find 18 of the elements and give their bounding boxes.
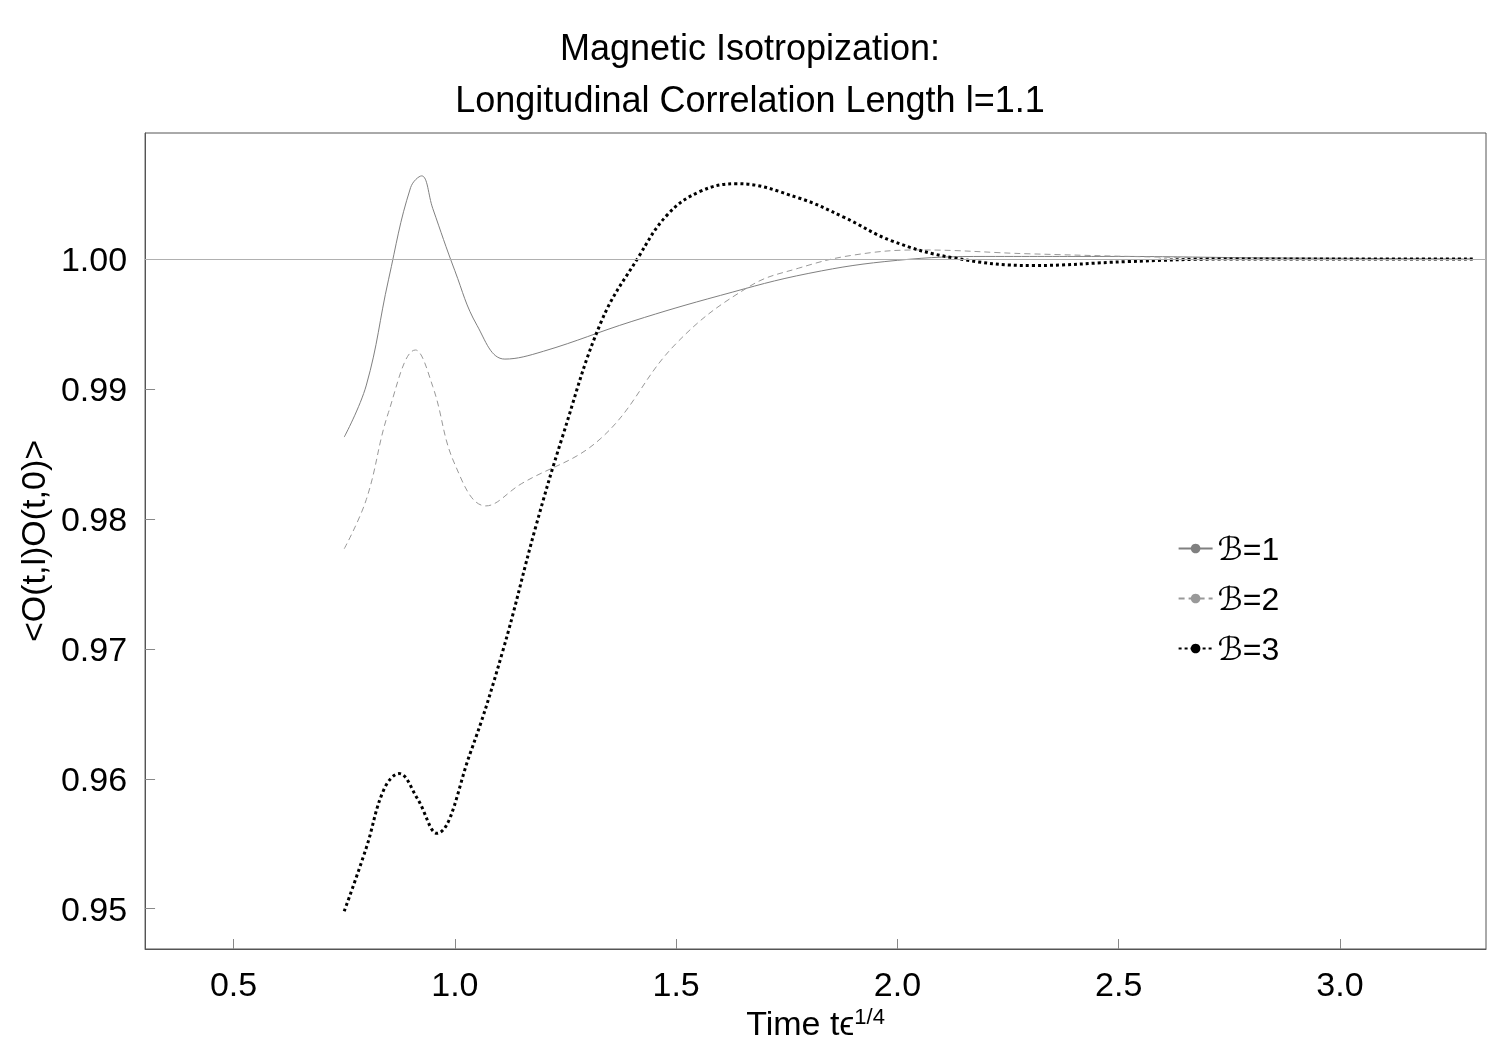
y-axis-title: <O(t,l)O(t,0)> bbox=[14, 439, 52, 643]
y-tick-label: 1.00 bbox=[60, 240, 128, 279]
x-tick-label: 1.5 bbox=[652, 965, 700, 1003]
y-tick-label: 0.98 bbox=[60, 499, 128, 538]
x-tick-label: 0.5 bbox=[209, 965, 258, 1003]
chart-title: Magnetic Isotropization: Longitudinal Correlation Length l=1.1 bbox=[455, 26, 1045, 120]
legend-label: ℬ=3 bbox=[1217, 630, 1280, 667]
legend-label: ℬ=2 bbox=[1217, 580, 1280, 617]
y-tick-label: 0.96 bbox=[60, 759, 128, 798]
legend-label: ℬ=1 bbox=[1217, 530, 1280, 567]
line-series bbox=[342, 182, 1475, 913]
x-tick-label: 2.0 bbox=[873, 965, 922, 1003]
x-tick-label: 2.5 bbox=[1095, 965, 1143, 1003]
y-tick-label: 0.97 bbox=[60, 629, 128, 668]
y-tick-label: 0.95 bbox=[60, 889, 128, 928]
x-tick-label: 1.0 bbox=[431, 965, 479, 1003]
y-tick-label: 0.99 bbox=[60, 369, 128, 408]
x-tick-label: 3.0 bbox=[1316, 965, 1364, 1003]
